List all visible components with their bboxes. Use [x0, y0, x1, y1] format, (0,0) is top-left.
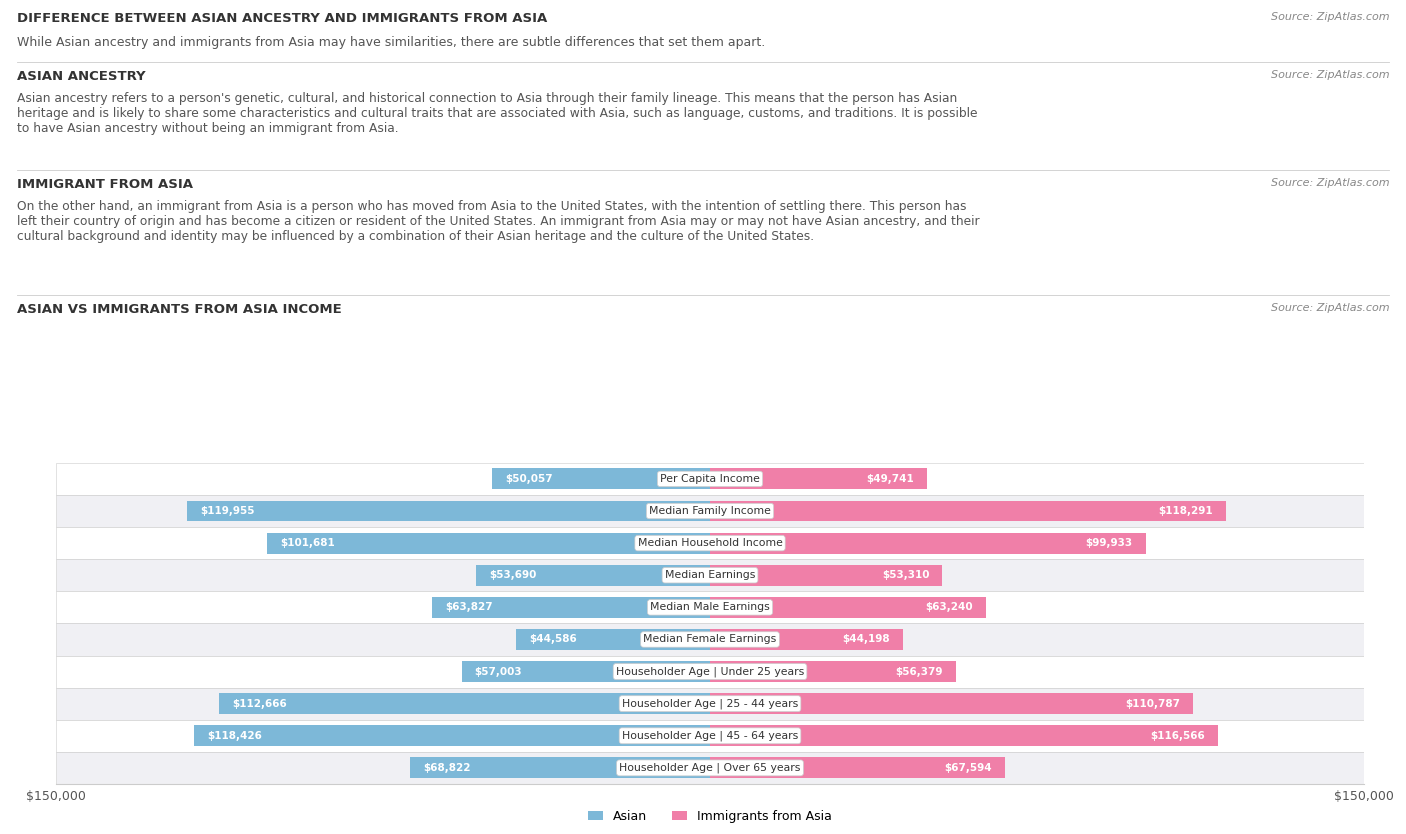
- Bar: [461, 661, 710, 682]
- Text: $63,827: $63,827: [444, 602, 492, 612]
- Text: $53,690: $53,690: [489, 570, 537, 580]
- Text: $63,240: $63,240: [925, 602, 973, 612]
- Bar: [219, 693, 710, 714]
- Text: Source: ZipAtlas.com: Source: ZipAtlas.com: [1271, 70, 1389, 80]
- Bar: [492, 469, 710, 490]
- Text: Householder Age | Under 25 years: Householder Age | Under 25 years: [616, 666, 804, 677]
- Bar: [477, 565, 710, 585]
- Bar: [56, 560, 1364, 591]
- Bar: [710, 629, 903, 650]
- Bar: [56, 656, 1364, 687]
- Bar: [710, 500, 1226, 521]
- Bar: [187, 500, 710, 521]
- Text: ASIAN ANCESTRY: ASIAN ANCESTRY: [17, 70, 145, 83]
- Text: $112,666: $112,666: [232, 699, 287, 709]
- Text: $44,586: $44,586: [529, 635, 576, 645]
- Bar: [56, 624, 1364, 656]
- Bar: [710, 533, 1146, 554]
- Text: ASIAN VS IMMIGRANTS FROM ASIA INCOME: ASIAN VS IMMIGRANTS FROM ASIA INCOME: [17, 303, 342, 316]
- Bar: [56, 527, 1364, 559]
- Text: $118,291: $118,291: [1159, 506, 1212, 516]
- Bar: [56, 495, 1364, 527]
- Bar: [56, 591, 1364, 624]
- Text: $53,310: $53,310: [882, 570, 929, 580]
- Text: Householder Age | Over 65 years: Householder Age | Over 65 years: [619, 762, 801, 773]
- Bar: [710, 726, 1218, 746]
- Text: Median Male Earnings: Median Male Earnings: [650, 602, 770, 612]
- Text: $99,933: $99,933: [1085, 538, 1132, 548]
- Text: $110,787: $110,787: [1125, 699, 1180, 709]
- Text: Source: ZipAtlas.com: Source: ZipAtlas.com: [1271, 303, 1389, 313]
- Legend: Asian, Immigrants from Asia: Asian, Immigrants from Asia: [588, 810, 832, 822]
- Text: On the other hand, an immigrant from Asia is a person who has moved from Asia to: On the other hand, an immigrant from Asi…: [17, 200, 980, 243]
- Bar: [710, 565, 942, 585]
- Text: $101,681: $101,681: [280, 538, 335, 548]
- Text: $118,426: $118,426: [207, 731, 262, 741]
- Text: $50,057: $50,057: [505, 474, 553, 484]
- Text: Householder Age | 25 - 44 years: Householder Age | 25 - 44 years: [621, 698, 799, 709]
- Text: Median Earnings: Median Earnings: [665, 570, 755, 580]
- Bar: [267, 533, 710, 554]
- Bar: [710, 693, 1192, 714]
- Bar: [710, 597, 986, 618]
- Text: $119,955: $119,955: [200, 506, 254, 516]
- Text: IMMIGRANT FROM ASIA: IMMIGRANT FROM ASIA: [17, 178, 193, 191]
- Text: $56,379: $56,379: [896, 666, 942, 676]
- Text: DIFFERENCE BETWEEN ASIAN ANCESTRY AND IMMIGRANTS FROM ASIA: DIFFERENCE BETWEEN ASIAN ANCESTRY AND IM…: [17, 12, 547, 25]
- Text: Median Household Income: Median Household Income: [637, 538, 783, 548]
- Text: $67,594: $67,594: [943, 763, 991, 773]
- Bar: [411, 757, 710, 778]
- Text: Asian ancestry refers to a person's genetic, cultural, and historical connection: Asian ancestry refers to a person's gene…: [17, 92, 977, 135]
- Text: Source: ZipAtlas.com: Source: ZipAtlas.com: [1271, 12, 1389, 22]
- Text: Median Female Earnings: Median Female Earnings: [644, 635, 776, 645]
- Bar: [194, 726, 710, 746]
- Bar: [710, 469, 927, 490]
- Text: Source: ZipAtlas.com: Source: ZipAtlas.com: [1271, 178, 1389, 188]
- Bar: [56, 752, 1364, 784]
- Bar: [710, 661, 956, 682]
- Bar: [56, 463, 1364, 495]
- Text: $44,198: $44,198: [842, 635, 890, 645]
- Bar: [432, 597, 710, 618]
- Bar: [710, 757, 1005, 778]
- Text: $49,741: $49,741: [866, 474, 914, 484]
- Text: Median Family Income: Median Family Income: [650, 506, 770, 516]
- Text: Householder Age | 45 - 64 years: Householder Age | 45 - 64 years: [621, 731, 799, 741]
- Text: $57,003: $57,003: [475, 666, 522, 676]
- Bar: [516, 629, 710, 650]
- Text: $68,822: $68,822: [423, 763, 471, 773]
- Text: $116,566: $116,566: [1150, 731, 1205, 741]
- Text: While Asian ancestry and immigrants from Asia may have similarities, there are s: While Asian ancestry and immigrants from…: [17, 36, 765, 49]
- Bar: [56, 687, 1364, 720]
- Bar: [56, 720, 1364, 752]
- Text: Per Capita Income: Per Capita Income: [659, 474, 761, 484]
